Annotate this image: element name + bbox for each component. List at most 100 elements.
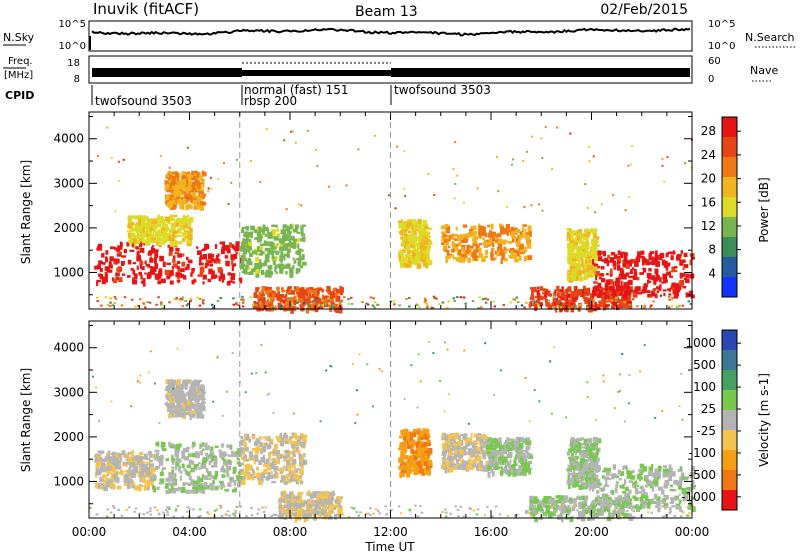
echo-cell [131, 469, 136, 475]
echo-cell [139, 243, 143, 248]
nave-tick-bottom: 0 [708, 74, 714, 85]
echo-cell [281, 238, 285, 244]
echo-cell [445, 230, 451, 234]
echo-cell [275, 435, 278, 439]
echo-cell [241, 241, 244, 247]
echo-cell [213, 462, 218, 468]
echo-cell [575, 276, 579, 281]
echo-cell [480, 434, 485, 440]
echo-cell [300, 230, 303, 235]
echo-cell [293, 299, 297, 305]
echo-cell [495, 462, 499, 467]
echo-cell [267, 444, 272, 449]
echo-cell [116, 485, 122, 490]
echo-cell [282, 504, 285, 509]
echo-cell [470, 226, 474, 230]
echo-cell [417, 251, 422, 257]
echo-cell [138, 255, 141, 261]
echo-cell [196, 196, 201, 202]
echo-cell [286, 250, 291, 253]
echo-cell [482, 237, 485, 241]
echo-cell [457, 242, 462, 247]
echo-cell [99, 457, 104, 463]
echo-cell [147, 265, 153, 269]
echo-cell [475, 454, 477, 461]
echo-cell [110, 477, 114, 480]
echo-cell [365, 302, 368, 305]
echo-cell [581, 260, 584, 265]
echo-cell [127, 222, 132, 229]
echo-cell [231, 265, 234, 271]
echo-cell [190, 383, 195, 388]
echo-cell [406, 455, 409, 460]
echo-cell [140, 275, 143, 280]
echo-cell [269, 293, 273, 298]
echo-cell [170, 194, 174, 199]
echo-cell [572, 261, 577, 266]
echo-cell [452, 297, 455, 300]
echo-cell [625, 286, 631, 289]
echo-cell [296, 497, 302, 504]
echo-cell [442, 234, 447, 238]
echo-cell [280, 475, 286, 482]
echo-cell [510, 464, 516, 469]
echo-cell [115, 462, 119, 469]
echo-cell [527, 255, 533, 261]
echo-cell [516, 301, 520, 304]
echo-cell [640, 255, 645, 258]
cpid-segment-2-sub: rbsp 200 [244, 94, 297, 108]
echo-cell [297, 436, 301, 442]
echo-cell [245, 436, 250, 441]
echo-cell [591, 242, 595, 248]
echo-cell [641, 289, 646, 294]
echo-cell [402, 250, 406, 253]
echo-cell [176, 199, 181, 204]
echo-cell [595, 274, 598, 281]
echo-cell [188, 192, 191, 197]
echo-cell [175, 247, 178, 251]
echo-cell [425, 251, 430, 256]
echo-cell [486, 439, 489, 445]
echo-cell [170, 484, 174, 490]
echo-cell [172, 402, 175, 407]
echo-cell [300, 289, 303, 294]
echo-cell [618, 267, 622, 271]
echo-cell [338, 498, 342, 503]
echo-cell [610, 299, 613, 302]
echo-cell [444, 224, 449, 228]
echo-cell [110, 156, 113, 159]
echo-cell [280, 436, 283, 440]
echo-cell [594, 211, 597, 214]
echo-cell [469, 247, 472, 253]
echo-cell [403, 445, 407, 450]
echo-cell [143, 224, 148, 228]
echo-cell [628, 260, 633, 267]
echo-cell [300, 502, 305, 508]
echo-cell [250, 225, 255, 231]
echo-cell [408, 241, 412, 247]
echo-cell [180, 486, 186, 493]
echo-cell [497, 456, 503, 462]
echo-cell [150, 237, 156, 244]
echo-cell [626, 281, 630, 288]
echo-cell [144, 465, 148, 470]
echo-cell [199, 254, 203, 258]
echo-cell [281, 245, 285, 251]
echo-cell [560, 302, 566, 305]
echo-cell [498, 466, 502, 469]
echo-cell [530, 204, 533, 207]
echo-cell [499, 455, 505, 459]
echo-cell [462, 224, 468, 228]
echo-cell [541, 209, 544, 212]
echo-cell [246, 473, 251, 478]
y-tick-label: 3000 [53, 176, 84, 190]
echo-cell [572, 272, 578, 278]
echo-cell [187, 173, 193, 180]
echo-cell [159, 154, 162, 157]
echo-cell [182, 199, 187, 205]
echo-cell [239, 475, 243, 482]
echo-cell [268, 474, 274, 480]
echo-cell [426, 246, 432, 249]
echo-cell [172, 411, 176, 416]
echo-cell [485, 461, 489, 466]
